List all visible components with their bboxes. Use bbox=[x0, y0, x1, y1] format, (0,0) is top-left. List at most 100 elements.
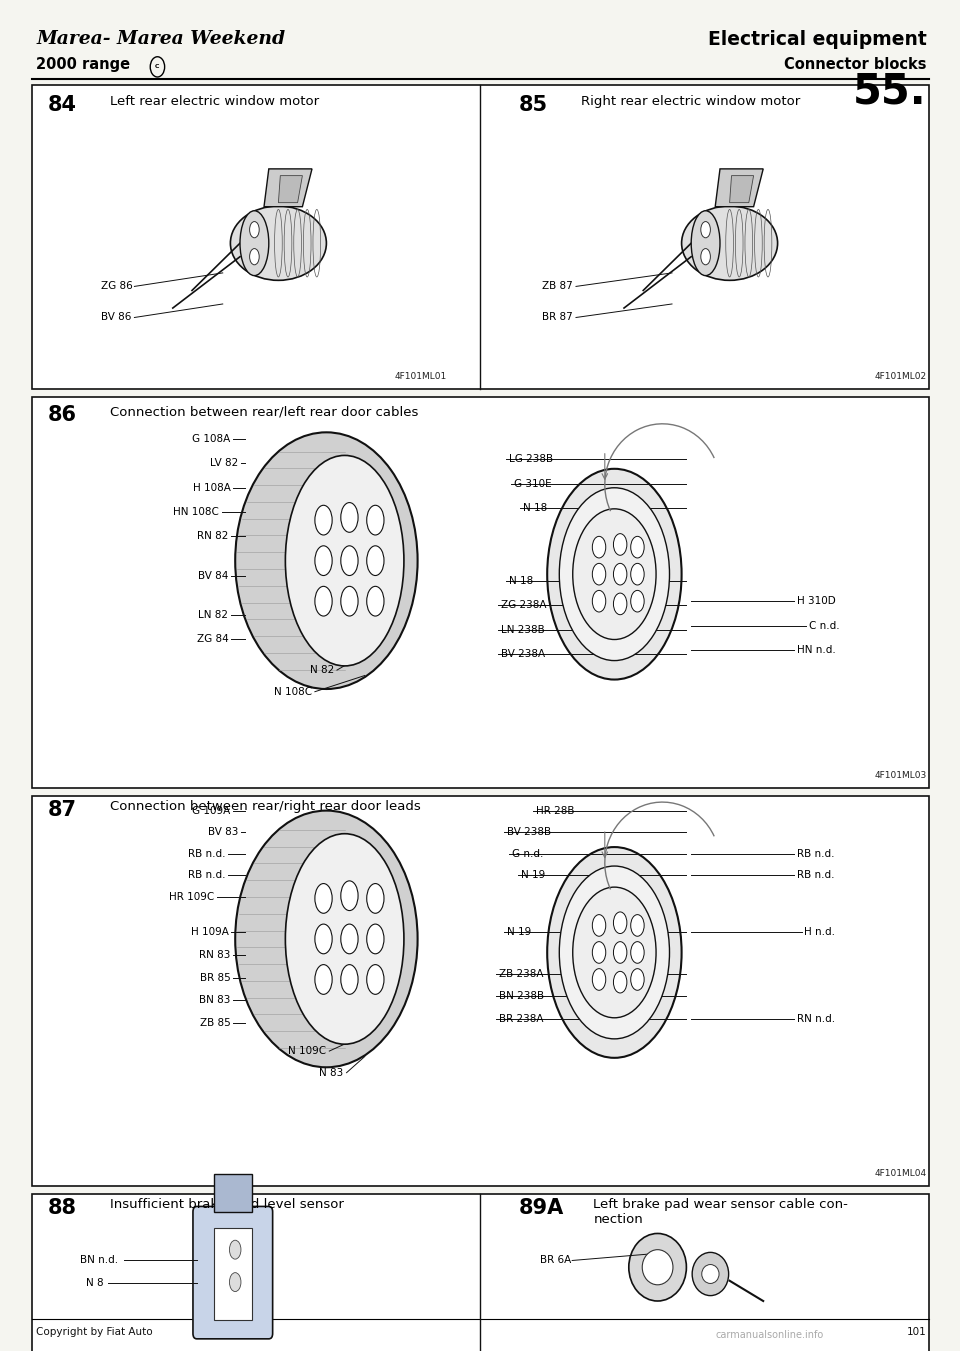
Ellipse shape bbox=[367, 586, 384, 616]
Ellipse shape bbox=[573, 888, 656, 1017]
Text: ZB 85: ZB 85 bbox=[200, 1017, 230, 1028]
Ellipse shape bbox=[592, 915, 606, 936]
Text: H 310D: H 310D bbox=[797, 596, 835, 607]
Ellipse shape bbox=[642, 1250, 673, 1285]
Ellipse shape bbox=[315, 586, 332, 616]
Text: N 18: N 18 bbox=[523, 503, 547, 513]
Ellipse shape bbox=[701, 249, 710, 265]
Ellipse shape bbox=[547, 847, 682, 1058]
Text: 4F101ML01: 4F101ML01 bbox=[395, 372, 446, 381]
Text: HR 109C: HR 109C bbox=[169, 892, 214, 902]
Text: BV 86: BV 86 bbox=[101, 312, 132, 323]
Text: N 18: N 18 bbox=[509, 576, 533, 586]
Ellipse shape bbox=[250, 249, 259, 265]
Text: N 109C: N 109C bbox=[288, 1046, 326, 1056]
Text: RB n.d.: RB n.d. bbox=[797, 848, 834, 859]
Text: Left brake pad wear sensor cable con-
nection: Left brake pad wear sensor cable con- ne… bbox=[593, 1198, 848, 1227]
Ellipse shape bbox=[235, 432, 418, 689]
Text: G n.d.: G n.d. bbox=[512, 848, 543, 859]
Text: HR 28B: HR 28B bbox=[536, 805, 574, 816]
Ellipse shape bbox=[701, 222, 710, 238]
Ellipse shape bbox=[592, 563, 606, 585]
Text: G 108A: G 108A bbox=[192, 434, 230, 444]
Text: Copyright by Fiat Auto: Copyright by Fiat Auto bbox=[36, 1327, 153, 1336]
Ellipse shape bbox=[631, 942, 644, 963]
Ellipse shape bbox=[613, 534, 627, 555]
Ellipse shape bbox=[341, 965, 358, 994]
Ellipse shape bbox=[367, 884, 384, 913]
Text: RB n.d.: RB n.d. bbox=[188, 848, 226, 859]
Ellipse shape bbox=[341, 881, 358, 911]
Text: G 109A: G 109A bbox=[192, 805, 230, 816]
Text: 89A: 89A bbox=[518, 1198, 564, 1219]
Ellipse shape bbox=[235, 811, 418, 1067]
Ellipse shape bbox=[631, 969, 644, 990]
Ellipse shape bbox=[547, 469, 682, 680]
Ellipse shape bbox=[341, 503, 358, 532]
Text: BV 83: BV 83 bbox=[207, 827, 238, 838]
Ellipse shape bbox=[631, 590, 644, 612]
Text: RN n.d.: RN n.d. bbox=[797, 1013, 835, 1024]
Ellipse shape bbox=[229, 1273, 241, 1292]
Text: 87: 87 bbox=[48, 800, 77, 820]
Ellipse shape bbox=[230, 207, 326, 281]
Text: 85: 85 bbox=[518, 95, 547, 115]
FancyBboxPatch shape bbox=[32, 796, 929, 1186]
Text: 4F101ML04: 4F101ML04 bbox=[875, 1169, 926, 1178]
Ellipse shape bbox=[367, 965, 384, 994]
Text: BR 85: BR 85 bbox=[200, 973, 230, 984]
Text: ZG 86: ZG 86 bbox=[101, 281, 132, 292]
FancyBboxPatch shape bbox=[214, 1228, 252, 1320]
Text: Connector blocks: Connector blocks bbox=[784, 57, 926, 72]
Polygon shape bbox=[715, 169, 763, 207]
Ellipse shape bbox=[367, 546, 384, 576]
Ellipse shape bbox=[682, 207, 778, 281]
Text: C: C bbox=[156, 65, 159, 69]
Text: C n.d.: C n.d. bbox=[809, 620, 840, 631]
Ellipse shape bbox=[592, 969, 606, 990]
Text: 84: 84 bbox=[48, 95, 77, 115]
Ellipse shape bbox=[285, 834, 404, 1044]
Text: BR 6A: BR 6A bbox=[540, 1255, 571, 1266]
Text: BN 83: BN 83 bbox=[199, 994, 230, 1005]
Ellipse shape bbox=[315, 884, 332, 913]
Text: HN n.d.: HN n.d. bbox=[797, 644, 835, 655]
Text: LV 82: LV 82 bbox=[210, 458, 238, 469]
Text: 4F101ML02: 4F101ML02 bbox=[875, 372, 926, 381]
Text: 55.: 55. bbox=[852, 70, 926, 112]
Text: BN 238B: BN 238B bbox=[499, 990, 544, 1001]
Ellipse shape bbox=[250, 222, 259, 238]
Ellipse shape bbox=[367, 924, 384, 954]
Text: LN 82: LN 82 bbox=[199, 609, 228, 620]
FancyBboxPatch shape bbox=[193, 1206, 273, 1339]
Text: BN n.d.: BN n.d. bbox=[80, 1255, 118, 1266]
Text: BV 238A: BV 238A bbox=[501, 648, 545, 659]
Ellipse shape bbox=[229, 1240, 241, 1259]
Ellipse shape bbox=[692, 1252, 729, 1296]
Text: Right rear electric window motor: Right rear electric window motor bbox=[581, 95, 800, 108]
Ellipse shape bbox=[613, 971, 627, 993]
Ellipse shape bbox=[560, 488, 669, 661]
Text: 101: 101 bbox=[906, 1327, 926, 1336]
Ellipse shape bbox=[613, 563, 627, 585]
Polygon shape bbox=[264, 169, 312, 207]
Text: N 108C: N 108C bbox=[274, 686, 312, 697]
Ellipse shape bbox=[631, 915, 644, 936]
Text: 4F101ML03: 4F101ML03 bbox=[875, 770, 926, 780]
FancyBboxPatch shape bbox=[32, 85, 929, 389]
Text: N 19: N 19 bbox=[521, 870, 545, 881]
Text: Marea- Marea Weekend: Marea- Marea Weekend bbox=[36, 30, 286, 47]
Text: HN 108C: HN 108C bbox=[173, 507, 219, 517]
Ellipse shape bbox=[592, 942, 606, 963]
Text: G 310E: G 310E bbox=[514, 478, 551, 489]
Polygon shape bbox=[730, 176, 754, 203]
FancyBboxPatch shape bbox=[32, 397, 929, 788]
Text: RN 83: RN 83 bbox=[199, 950, 230, 961]
Text: 88: 88 bbox=[48, 1198, 77, 1219]
Text: ZG 238A: ZG 238A bbox=[501, 600, 546, 611]
Ellipse shape bbox=[613, 942, 627, 963]
Text: H n.d.: H n.d. bbox=[804, 927, 835, 938]
Polygon shape bbox=[278, 176, 302, 203]
Text: Connection between rear/left rear door cables: Connection between rear/left rear door c… bbox=[110, 405, 419, 419]
Ellipse shape bbox=[702, 1265, 719, 1283]
